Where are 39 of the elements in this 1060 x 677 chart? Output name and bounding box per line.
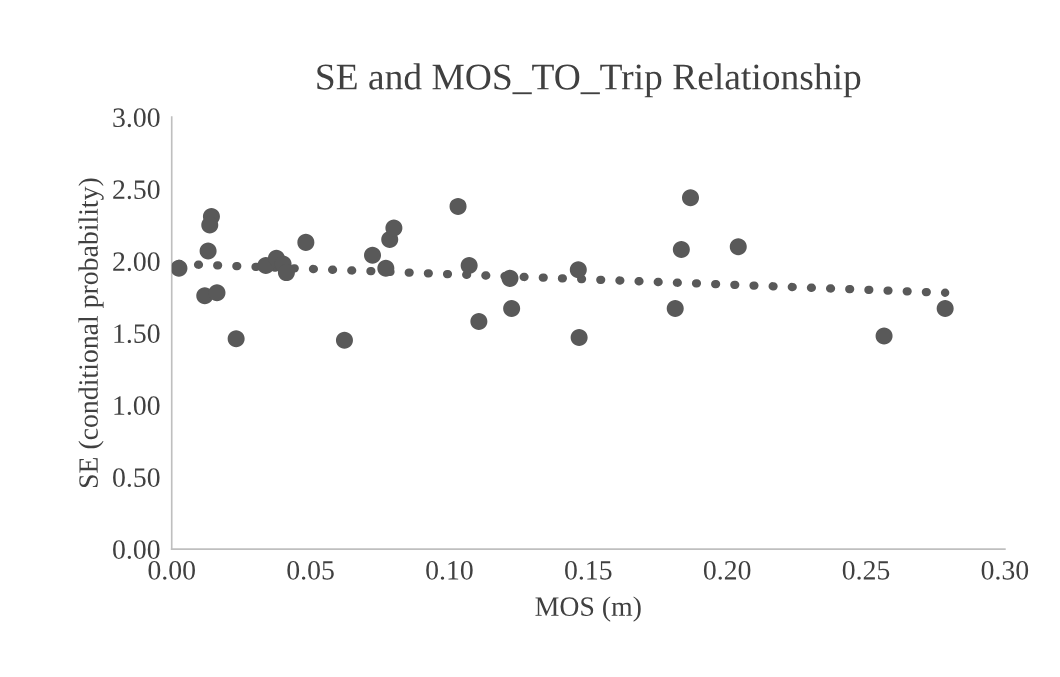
chart-title: SE and MOS_TO_Trip Relationship — [317, 63, 861, 98]
y-tick-label: 0.50 — [113, 468, 160, 488]
point — [460, 256, 478, 274]
point — [666, 300, 684, 318]
point — [501, 269, 519, 287]
point — [875, 327, 893, 345]
point — [377, 259, 395, 277]
x-tick-label: 0.10 — [426, 560, 473, 580]
point — [364, 246, 382, 264]
x-tick-label: 0.15 — [565, 560, 612, 580]
y-tick-label: 2.50 — [113, 180, 160, 200]
y-tick-label: 2.00 — [113, 252, 160, 272]
point — [570, 328, 588, 346]
y-tick-label: 1.50 — [114, 324, 160, 344]
point — [199, 242, 217, 260]
x-tick-label: 0.30 — [981, 560, 1029, 580]
x-tick-label: 0.05 — [287, 560, 334, 580]
point — [449, 197, 467, 215]
x-axis-title: MOS (m) — [535, 596, 641, 622]
point — [672, 241, 690, 259]
point — [503, 300, 521, 318]
y-tick-label: 1.00 — [114, 396, 160, 416]
y-tick-label: 0.00 — [113, 540, 160, 560]
point — [208, 284, 226, 302]
point — [682, 189, 700, 207]
point — [335, 331, 353, 349]
point — [569, 261, 587, 279]
point — [729, 238, 747, 256]
point — [227, 330, 245, 348]
point — [470, 313, 488, 331]
y-tick-label: 3.00 — [113, 108, 160, 128]
point — [297, 233, 315, 251]
x-tick-label: 0.25 — [842, 560, 890, 580]
point — [385, 219, 403, 237]
x-tick-label: 0.20 — [703, 560, 751, 580]
x-tick-label: 0.00 — [148, 560, 195, 580]
point — [171, 259, 188, 277]
point — [936, 300, 954, 318]
y-axis-title: SE (conditional probability) — [78, 178, 104, 488]
